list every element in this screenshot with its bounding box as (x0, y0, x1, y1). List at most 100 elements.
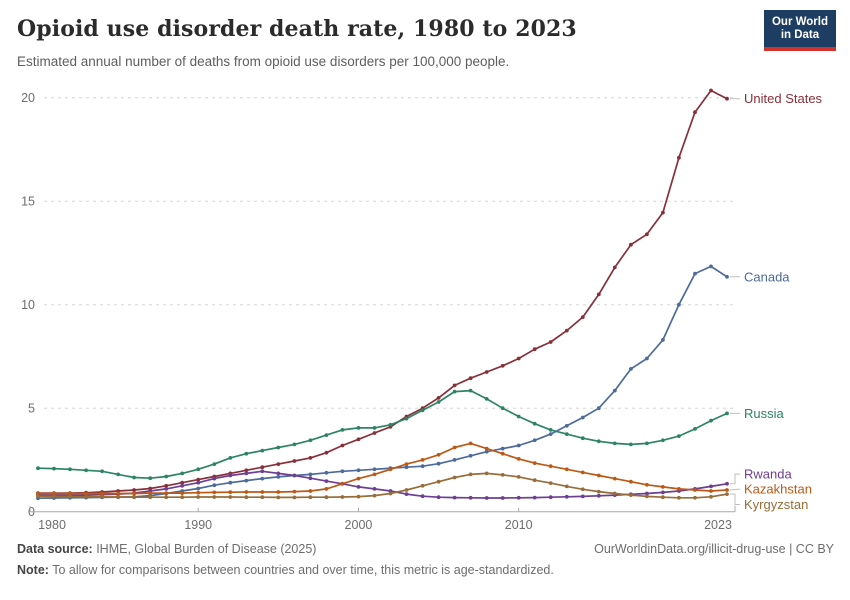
data-point-russia-2001[interactable] (372, 426, 377, 430)
data-point-kyrgyzstan-2022[interactable] (709, 494, 713, 499)
data-point-rwanda-2018[interactable] (645, 491, 649, 496)
data-point-canada-2013[interactable] (564, 423, 569, 428)
data-point-kazakhstan-2009[interactable] (500, 451, 505, 456)
data-point-kazakhstan-1995[interactable] (276, 490, 281, 494)
data-point-kazakhstan-2000[interactable] (356, 476, 361, 481)
data-point-united-states-2019[interactable] (661, 210, 665, 215)
data-point-rwanda-1992[interactable] (228, 473, 233, 478)
data-point-canada-2021[interactable] (693, 271, 697, 276)
data-point-kyrgyzstan-1982[interactable] (68, 494, 72, 499)
data-point-russia-2000[interactable] (356, 426, 361, 430)
data-point-kyrgyzstan-2000[interactable] (356, 494, 361, 499)
data-point-kazakhstan-2008[interactable] (484, 446, 489, 451)
data-point-canada-1998[interactable] (324, 470, 329, 475)
data-point-russia-1997[interactable] (308, 438, 313, 443)
data-point-rwanda-1998[interactable] (324, 479, 329, 483)
data-point-kazakhstan-1981[interactable] (52, 491, 56, 496)
data-point-rwanda-1997[interactable] (308, 476, 313, 481)
data-point-canada-2008[interactable] (484, 449, 489, 454)
data-point-kazakhstan-1988[interactable] (164, 491, 169, 495)
data-point-kyrgyzstan-1988[interactable] (164, 495, 169, 500)
data-point-kyrgyzstan-2008[interactable] (484, 471, 489, 476)
series-line-rwanda[interactable] (37, 470, 728, 499)
data-point-kyrgyzstan-1987[interactable] (148, 495, 153, 500)
data-point-rwanda-2006[interactable] (452, 495, 457, 500)
data-point-kyrgyzstan-1983[interactable] (84, 494, 88, 499)
data-point-kyrgyzstan-2007[interactable] (468, 472, 473, 477)
data-point-kazakhstan-2003[interactable] (404, 462, 409, 466)
data-point-rwanda-1996[interactable] (292, 473, 297, 478)
data-point-kyrgyzstan-2015[interactable] (596, 489, 601, 494)
data-point-canada-1992[interactable] (228, 480, 233, 485)
data-point-united-states-2012[interactable] (548, 340, 553, 344)
data-point-kazakhstan-2011[interactable] (532, 461, 537, 465)
data-point-kazakhstan-1998[interactable] (324, 487, 329, 491)
data-point-rwanda-2004[interactable] (420, 494, 425, 499)
data-point-canada-2014[interactable] (580, 415, 585, 420)
data-point-kyrgyzstan-1980[interactable] (36, 494, 40, 499)
data-point-kyrgyzstan-1985[interactable] (116, 495, 120, 499)
entity-label-canada[interactable]: Canada (744, 269, 790, 284)
data-point-kyrgyzstan-1991[interactable] (212, 495, 217, 499)
owid-cc-link[interactable]: OurWorldinData.org/illicit-drug-use | CC… (594, 542, 834, 556)
data-point-russia-1998[interactable] (324, 433, 329, 437)
data-point-rwanda-2013[interactable] (564, 494, 569, 499)
data-point-rwanda-1989[interactable] (180, 483, 185, 488)
data-point-kyrgyzstan-1986[interactable] (132, 495, 137, 500)
data-point-united-states-2020[interactable] (677, 155, 681, 160)
data-point-russia-2014[interactable] (580, 436, 585, 441)
entity-label-united-states[interactable]: United States (744, 91, 823, 106)
data-point-kyrgyzstan-1998[interactable] (324, 495, 329, 500)
data-point-united-states-1996[interactable] (292, 459, 297, 463)
data-point-russia-2021[interactable] (693, 427, 697, 431)
data-point-united-states-2005[interactable] (436, 396, 441, 400)
series-line-canada[interactable] (37, 265, 728, 500)
data-point-kazakhstan-1984[interactable] (100, 491, 104, 496)
data-point-rwanda-2007[interactable] (468, 495, 473, 500)
data-point-kazakhstan-1994[interactable] (260, 490, 265, 494)
entity-label-russia[interactable]: Russia (744, 406, 785, 421)
data-point-russia-1999[interactable] (340, 428, 345, 432)
data-point-rwanda-1993[interactable] (244, 471, 249, 476)
data-point-canada-1995[interactable] (276, 475, 281, 479)
data-point-canada-2011[interactable] (532, 438, 537, 443)
data-point-kazakhstan-2004[interactable] (420, 458, 425, 462)
data-point-canada-1990[interactable] (196, 486, 201, 491)
data-point-united-states-1989[interactable] (180, 480, 185, 485)
data-point-kazakhstan-2013[interactable] (564, 467, 569, 472)
data-point-united-states-1986[interactable] (132, 488, 137, 492)
data-point-russia-2020[interactable] (677, 434, 681, 438)
data-point-kyrgyzstan-1993[interactable] (244, 495, 249, 500)
data-point-canada-2012[interactable] (548, 432, 553, 436)
data-point-russia-2016[interactable] (612, 441, 617, 446)
entity-label-rwanda[interactable]: Rwanda (744, 467, 792, 482)
data-point-kyrgyzstan-2003[interactable] (404, 488, 409, 492)
data-point-united-states-1994[interactable] (260, 465, 265, 470)
data-point-russia-2022[interactable] (709, 418, 713, 423)
data-point-russia-2017[interactable] (629, 442, 633, 447)
data-point-russia-1981[interactable] (52, 466, 56, 471)
data-point-rwanda-1988[interactable] (164, 487, 169, 491)
data-point-united-states-1993[interactable] (244, 468, 249, 473)
series-line-kazakhstan[interactable] (37, 442, 728, 495)
data-point-rwanda-2010[interactable] (516, 495, 521, 500)
data-point-rwanda-1994[interactable] (260, 469, 265, 474)
data-point-kazakhstan-2016[interactable] (612, 476, 617, 481)
data-point-kazakhstan-1982[interactable] (68, 491, 72, 496)
data-point-canada-2009[interactable] (500, 446, 505, 451)
data-point-kazakhstan-1992[interactable] (228, 490, 233, 495)
data-point-canada-2006[interactable] (452, 458, 457, 462)
data-point-kazakhstan-2021[interactable] (693, 488, 697, 492)
data-point-russia-2006[interactable] (452, 389, 457, 394)
data-point-united-states-2013[interactable] (564, 328, 569, 333)
data-point-united-states-2021[interactable] (693, 110, 697, 115)
series-line-united-states[interactable] (37, 89, 728, 494)
data-point-kyrgyzstan-2021[interactable] (693, 495, 697, 500)
data-point-kyrgyzstan-2002[interactable] (388, 491, 393, 496)
data-point-canada-2018[interactable] (645, 356, 649, 361)
data-point-kyrgyzstan-1984[interactable] (100, 494, 104, 499)
data-point-russia-2012[interactable] (548, 428, 553, 432)
data-point-united-states-2015[interactable] (596, 292, 601, 297)
data-point-canada-1991[interactable] (212, 483, 217, 488)
data-point-kazakhstan-1999[interactable] (340, 481, 345, 486)
